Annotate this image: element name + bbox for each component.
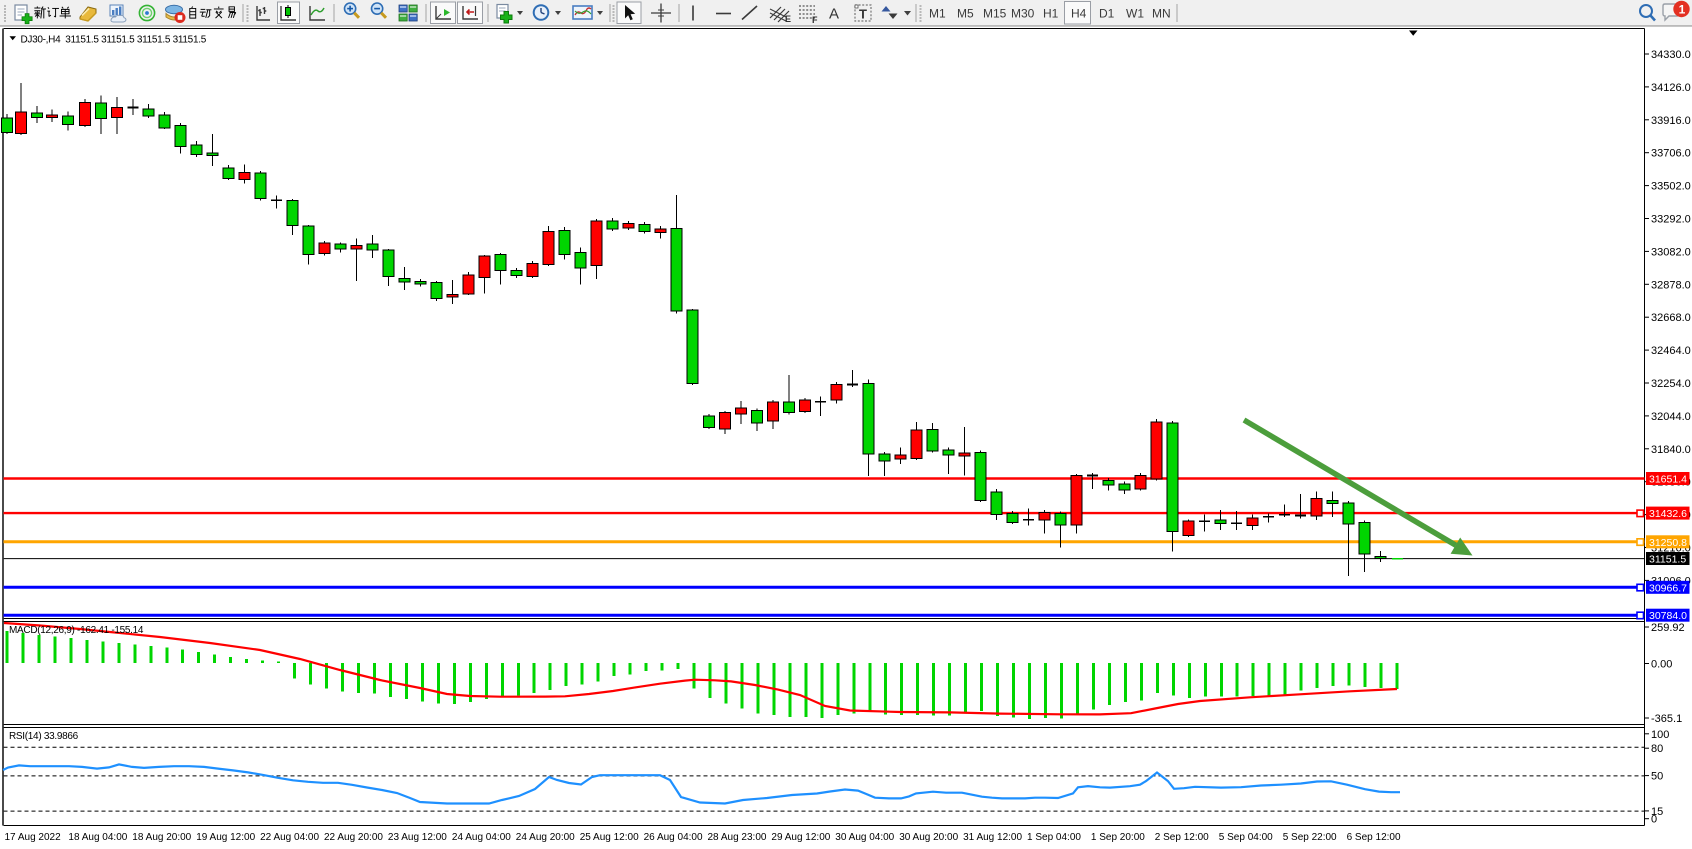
svg-text:M1: M1	[929, 7, 946, 21]
svg-text:30 Aug 20:00: 30 Aug 20:00	[899, 832, 958, 843]
svg-text:H4: H4	[1071, 7, 1087, 21]
svg-text:E: E	[785, 14, 791, 24]
svg-text:M15: M15	[983, 7, 1007, 21]
svg-text:0: 0	[1651, 814, 1657, 826]
svg-text:29 Aug 12:00: 29 Aug 12:00	[771, 832, 830, 843]
svg-text:259.92: 259.92	[1651, 622, 1685, 634]
svg-text:W1: W1	[1126, 7, 1144, 21]
svg-text:33292.0: 33292.0	[1651, 214, 1691, 226]
svg-text:22 Aug 04:00: 22 Aug 04:00	[260, 832, 319, 843]
svg-text:RSI(14) 33.9866: RSI(14) 33.9866	[9, 731, 79, 742]
svg-text:-365.1: -365.1	[1651, 713, 1682, 725]
svg-text:5 Sep 04:00: 5 Sep 04:00	[1219, 832, 1273, 843]
svg-text:0.00: 0.00	[1651, 659, 1672, 671]
svg-text:6 Sep 12:00: 6 Sep 12:00	[1347, 832, 1401, 843]
svg-text:A: A	[829, 6, 839, 23]
svg-text:18 Aug 04:00: 18 Aug 04:00	[68, 832, 127, 843]
svg-text:33082.0: 33082.0	[1651, 246, 1691, 258]
svg-text:31840.0: 31840.0	[1651, 444, 1691, 456]
svg-text:31 Aug 12:00: 31 Aug 12:00	[963, 832, 1022, 843]
svg-text:23 Aug 12:00: 23 Aug 12:00	[388, 832, 447, 843]
svg-text:32254.0: 32254.0	[1651, 378, 1691, 390]
svg-text:33706.0: 33706.0	[1651, 148, 1691, 160]
svg-text:30 Aug 04:00: 30 Aug 04:00	[835, 832, 894, 843]
svg-text:32668.0: 32668.0	[1651, 312, 1691, 324]
svg-text:33916.0: 33916.0	[1651, 115, 1691, 127]
svg-text:31651.4: 31651.4	[1649, 474, 1687, 486]
svg-text:34330.0: 34330.0	[1651, 49, 1691, 61]
svg-text:19 Aug 12:00: 19 Aug 12:00	[196, 832, 255, 843]
svg-text:26 Aug 04:00: 26 Aug 04:00	[644, 832, 703, 843]
svg-text:T: T	[859, 7, 867, 22]
svg-text:31250.8: 31250.8	[1649, 537, 1687, 549]
svg-text:30784.0: 30784.0	[1649, 610, 1687, 622]
svg-text:17 Aug 2022: 17 Aug 2022	[5, 832, 62, 843]
svg-text:30966.7: 30966.7	[1649, 582, 1687, 594]
svg-text:2 Sep 12:00: 2 Sep 12:00	[1155, 832, 1209, 843]
svg-text:22 Aug 20:00: 22 Aug 20:00	[324, 832, 383, 843]
svg-text:32878.0: 32878.0	[1651, 279, 1691, 291]
svg-text:1: 1	[1679, 3, 1686, 17]
svg-text:M5: M5	[957, 7, 974, 21]
svg-text:1 Sep 04:00: 1 Sep 04:00	[1027, 832, 1081, 843]
svg-text:32044.0: 32044.0	[1651, 411, 1691, 423]
svg-text:M30: M30	[1011, 7, 1035, 21]
svg-text:100: 100	[1651, 729, 1669, 741]
svg-text:24 Aug 20:00: 24 Aug 20:00	[516, 832, 575, 843]
svg-text:15: 15	[1651, 806, 1663, 818]
svg-text:18 Aug 20:00: 18 Aug 20:00	[132, 832, 191, 843]
svg-text:25 Aug 12:00: 25 Aug 12:00	[580, 832, 639, 843]
svg-text:50: 50	[1651, 771, 1663, 783]
svg-text:1 Sep 20:00: 1 Sep 20:00	[1091, 832, 1145, 843]
svg-text:24 Aug 04:00: 24 Aug 04:00	[452, 832, 511, 843]
svg-text:DJ30-,H4 31151.5 31151.5 3115: DJ30-,H4 31151.5 31151.5 31151.5 31151.5	[21, 35, 207, 46]
svg-text:80: 80	[1651, 743, 1663, 755]
svg-text:28 Aug 23:00: 28 Aug 23:00	[708, 832, 767, 843]
svg-text:5 Sep 22:00: 5 Sep 22:00	[1283, 832, 1337, 843]
svg-text:MN: MN	[1152, 7, 1171, 21]
svg-text:31151.5: 31151.5	[1649, 554, 1686, 566]
svg-text:F: F	[812, 15, 818, 25]
svg-text:34126.0: 34126.0	[1651, 82, 1691, 94]
svg-text:H1: H1	[1043, 7, 1059, 21]
svg-text:31432.6: 31432.6	[1649, 508, 1687, 520]
svg-text:MACD(12,26,9) -162.41 -155.14: MACD(12,26,9) -162.41 -155.14	[9, 625, 144, 636]
svg-text:32464.0: 32464.0	[1651, 345, 1691, 357]
svg-text:D1: D1	[1099, 7, 1115, 21]
svg-text:33502.0: 33502.0	[1651, 181, 1691, 193]
